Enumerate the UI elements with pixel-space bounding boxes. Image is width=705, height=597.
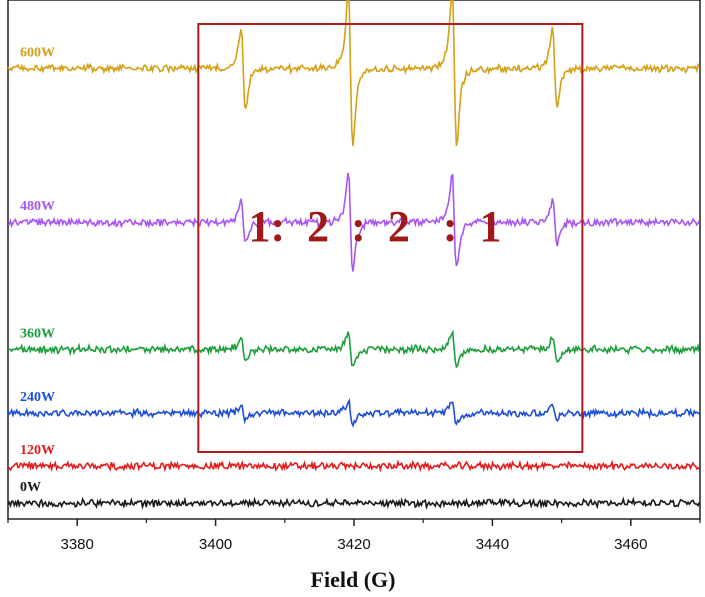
series-line-240w [7, 398, 700, 428]
traces-group [7, 0, 701, 511]
series-label-600w: 600W [20, 46, 55, 61]
ratio-annotation: 1: 2 : 2 : 1 [249, 202, 502, 251]
series-line-600w [7, 0, 700, 147]
series-line-360w [7, 329, 701, 369]
series-label-0w: 0W [20, 480, 41, 495]
series-line-120w [7, 459, 700, 473]
series-label-360w: 360W [20, 326, 55, 341]
x-axis: 3380 3400 3420 3440 3460 [7, 519, 701, 553]
series-labels: 600W 480W 360W 240W 120W 0W [20, 46, 55, 496]
x-tick-label: 3460 [614, 536, 647, 553]
highlight-box [197, 23, 584, 453]
series-label-120w: 120W [20, 443, 55, 458]
series-line-0w [7, 496, 701, 511]
series-line-480w [7, 172, 701, 272]
x-tick-label: 3400 [199, 536, 232, 553]
x-tick-label: 3420 [337, 536, 370, 553]
series-label-480w: 480W [20, 199, 55, 214]
x-axis-label: Field (G) [311, 567, 396, 592]
series-label-240w: 240W [20, 390, 55, 405]
x-tick-label: 3380 [61, 536, 94, 553]
x-tick-label: 3440 [476, 536, 509, 553]
